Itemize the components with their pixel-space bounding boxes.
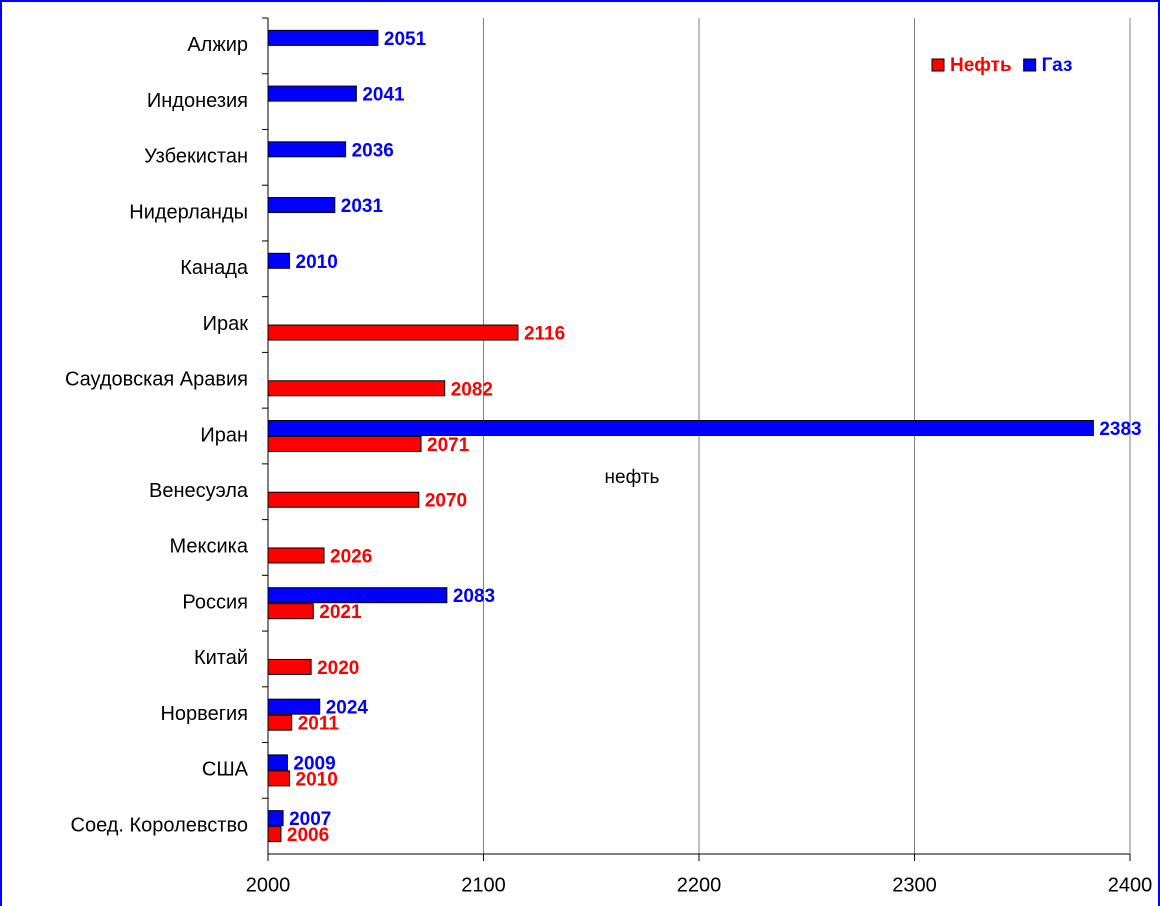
- bar: [267, 603, 314, 620]
- bar: [267, 754, 288, 771]
- x-tick-label: 2200: [677, 874, 722, 896]
- y-tick-label: Норвегия: [160, 703, 248, 725]
- bar: [267, 85, 357, 102]
- bar: [267, 714, 293, 731]
- y-tick-label: Канада: [180, 257, 249, 279]
- data-label: 2009: [293, 753, 335, 774]
- data-label: 2020: [317, 658, 359, 679]
- data-label: 2071: [427, 435, 470, 456]
- bar: [267, 491, 420, 508]
- data-label: 2026: [330, 546, 372, 567]
- bar: [267, 436, 422, 452]
- bar: [267, 587, 448, 604]
- data-label: 2007: [289, 809, 331, 830]
- legend-label: Нефть: [950, 55, 1012, 76]
- data-label: 2021: [319, 602, 362, 623]
- x-tick-label: 2000: [246, 874, 291, 896]
- data-label: 2024: [326, 698, 369, 719]
- y-tick-label: Нидерланды: [129, 201, 248, 223]
- data-label: 2010: [296, 769, 338, 790]
- data-label: 2082: [451, 379, 493, 400]
- bar: [267, 380, 446, 397]
- bar: [267, 658, 312, 675]
- bar: [267, 547, 325, 564]
- data-label: 2083: [453, 586, 495, 607]
- bar: [267, 420, 1094, 436]
- y-tick-label: Ирак: [203, 313, 249, 335]
- x-tick-label: 2300: [892, 874, 937, 896]
- bar: [267, 252, 291, 269]
- y-tick-label: Индонезия: [147, 90, 248, 112]
- y-tick-label: США: [202, 759, 249, 781]
- legend-swatch: [931, 58, 945, 72]
- data-label: 2036: [352, 140, 394, 161]
- data-label: 2010: [296, 252, 338, 273]
- y-tick-label: Китай: [194, 647, 248, 669]
- x-tick-label: 2100: [461, 874, 506, 896]
- data-label: 2051: [384, 29, 427, 50]
- legend-swatch: [1023, 58, 1037, 72]
- data-label: 2116: [524, 324, 565, 345]
- data-label: 2383: [1099, 419, 1141, 440]
- bar: [267, 698, 321, 715]
- bar: [267, 197, 336, 214]
- data-label: 2041: [362, 85, 405, 106]
- annotation: нефть: [605, 467, 660, 488]
- data-label: 2011: [298, 714, 340, 735]
- bar: [267, 770, 291, 787]
- legend-label: Газ: [1042, 55, 1073, 76]
- x-tick-label: 2400: [1108, 874, 1153, 896]
- bar: [267, 810, 284, 827]
- y-tick-label: Венесуэла: [149, 480, 249, 502]
- y-tick-label: Мексика: [170, 536, 249, 558]
- data-label: 2031: [341, 196, 384, 217]
- y-tick-label: Россия: [182, 591, 248, 613]
- data-label: 2006: [287, 825, 329, 846]
- y-tick-label: Соед. Королевство: [71, 814, 249, 836]
- y-tick-label: Алжир: [187, 34, 248, 56]
- bar: [267, 826, 282, 843]
- bar: [267, 324, 519, 341]
- y-tick-label: Саудовская Аравия: [65, 369, 248, 391]
- y-tick-label: Иран: [200, 424, 248, 446]
- data-label: 2070: [425, 491, 467, 512]
- bar: [267, 29, 379, 46]
- y-tick-label: Узбекистан: [144, 146, 248, 168]
- bar: [267, 141, 347, 158]
